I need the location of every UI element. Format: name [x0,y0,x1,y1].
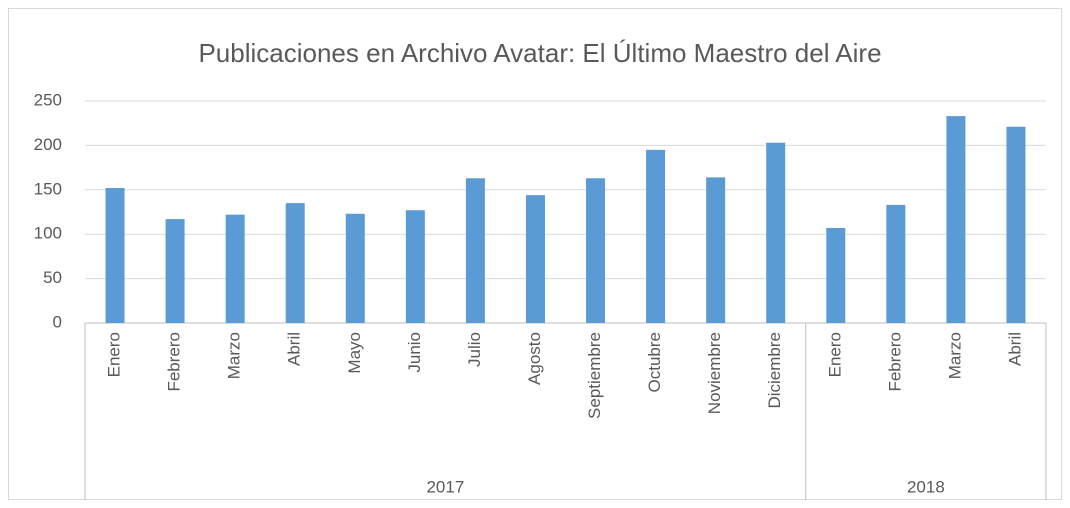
bar [405,210,425,323]
x-tick-label: Enero [105,332,124,377]
bar [525,195,545,323]
bar [225,214,245,323]
x-tick-label: Junio [405,332,424,373]
x-tick-label: Febrero [885,332,904,392]
bar [946,116,966,323]
bar [105,188,125,323]
bar [826,227,846,323]
y-tick-label: 50 [43,268,62,287]
bar [345,213,365,323]
bar [165,219,185,323]
x-tick-label: Julio [465,332,484,367]
bar [586,178,606,323]
x-tick-label: Mayo [345,332,364,374]
bar [706,177,726,323]
group-label: 2018 [907,477,945,496]
x-tick-label: Enero [825,332,844,377]
bar [886,204,906,323]
x-tick-label: Octubre [645,332,664,392]
bar [465,178,485,323]
x-tick-label: Agosto [525,332,544,385]
x-tick-label: Abril [285,332,304,366]
x-tick-label: Noviembre [705,332,724,414]
x-tick-label: Diciembre [765,332,784,409]
y-tick-label: 250 [34,90,62,109]
x-tick-label: Abril [1005,332,1024,366]
group-label: 2017 [426,477,464,496]
bar [646,149,666,323]
y-tick-label: 150 [34,179,62,198]
x-tick-label: Febrero [165,332,184,392]
chart-title: Publicaciones en Archivo Avatar: El Últi… [198,38,881,68]
y-tick-label: 200 [34,135,62,154]
bar [285,203,305,323]
x-tick-label: Marzo [945,332,964,379]
x-tick-label: Marzo [225,332,244,379]
x-tick-label: Septiembre [585,332,604,419]
y-tick-label: 100 [34,224,62,243]
bar [766,142,786,323]
y-tick-label: 0 [53,312,62,331]
bar [1006,126,1026,323]
